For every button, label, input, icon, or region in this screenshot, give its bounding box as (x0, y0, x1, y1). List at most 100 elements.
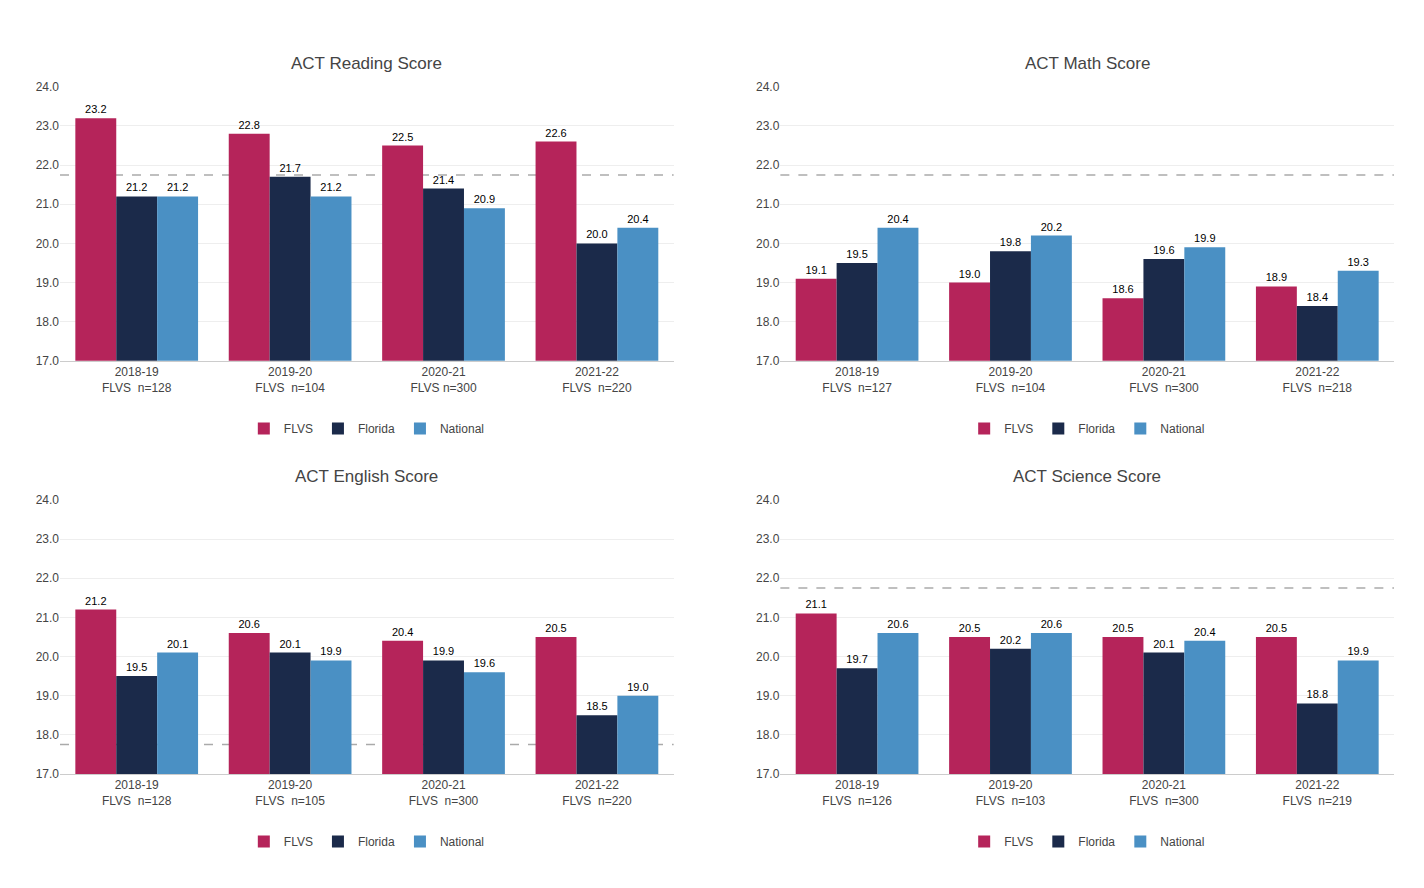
svg-text:22.5: 22.5 (392, 131, 413, 143)
svg-text:23.0: 23.0 (756, 532, 780, 546)
svg-text:19.9: 19.9 (433, 645, 454, 657)
svg-text:21.4: 21.4 (433, 174, 454, 186)
svg-text:20.6: 20.6 (238, 618, 259, 630)
svg-text:21.2: 21.2 (85, 595, 106, 607)
svg-text:18.0: 18.0 (36, 728, 60, 742)
svg-text:2018-19FLVS n=128: 2018-19FLVS n=128 (102, 365, 172, 395)
svg-text:22.0: 22.0 (756, 158, 780, 172)
svg-text:2019-20FLVS n=104: 2019-20FLVS n=104 (255, 365, 325, 395)
svg-text:19.0: 19.0 (627, 681, 648, 693)
svg-text:FLVS: FLVS (1004, 422, 1033, 436)
svg-text:National: National (1160, 835, 1204, 849)
svg-text:19.7: 19.7 (846, 653, 867, 665)
svg-text:19.8: 19.8 (1000, 236, 1021, 248)
svg-text:19.0: 19.0 (756, 689, 780, 703)
svg-text:18.0: 18.0 (756, 728, 780, 742)
svg-text:20.9: 20.9 (474, 193, 495, 205)
svg-text:2018-19FLVS n=126: 2018-19FLVS n=126 (822, 778, 892, 808)
svg-text:21.0: 21.0 (756, 611, 780, 625)
svg-text:2019-20FLVS n=104: 2019-20FLVS n=104 (976, 365, 1046, 395)
svg-text:19.0: 19.0 (36, 276, 60, 290)
svg-text:17.0: 17.0 (36, 354, 60, 368)
svg-text:20.0: 20.0 (756, 237, 780, 251)
svg-text:20.5: 20.5 (1112, 622, 1133, 634)
svg-text:2019-20FLVS n=103: 2019-20FLVS n=103 (976, 778, 1046, 808)
svg-text:Florida: Florida (1078, 835, 1115, 849)
svg-text:20.0: 20.0 (586, 228, 607, 240)
svg-text:23.0: 23.0 (36, 119, 60, 133)
svg-text:2020-21FLVS n=300: 2020-21FLVS n=300 (410, 365, 476, 395)
svg-text:Florida: Florida (358, 422, 395, 436)
svg-text:24.0: 24.0 (36, 493, 60, 507)
svg-text:2021-22FLVS n=218: 2021-22FLVS n=218 (1283, 365, 1353, 395)
svg-text:19.9: 19.9 (320, 645, 341, 657)
svg-text:21.7: 21.7 (279, 162, 300, 174)
svg-text:21.0: 21.0 (756, 197, 780, 211)
svg-text:22.0: 22.0 (756, 571, 780, 585)
svg-text:22.8: 22.8 (238, 119, 259, 131)
svg-text:19.3: 19.3 (1347, 256, 1368, 268)
svg-text:22.0: 22.0 (36, 158, 60, 172)
svg-text:Florida: Florida (1078, 422, 1115, 436)
svg-text:20.5: 20.5 (545, 622, 566, 634)
svg-text:FLVS: FLVS (284, 835, 313, 849)
svg-text:2019-20FLVS n=105: 2019-20FLVS n=105 (255, 778, 325, 808)
svg-text:2021-22FLVS n=220: 2021-22FLVS n=220 (562, 365, 632, 395)
svg-text:22.0: 22.0 (36, 571, 60, 585)
svg-text:National: National (440, 422, 484, 436)
svg-text:22.6: 22.6 (545, 127, 566, 139)
svg-text:FLVS: FLVS (284, 422, 313, 436)
svg-text:21.1: 21.1 (805, 598, 826, 610)
svg-text:20.6: 20.6 (887, 618, 908, 630)
svg-text:18.6: 18.6 (1112, 283, 1133, 295)
svg-text:2021-22FLVS n=220: 2021-22FLVS n=220 (562, 778, 632, 808)
svg-text:FLVS: FLVS (1004, 835, 1033, 849)
svg-text:19.1: 19.1 (805, 264, 826, 276)
svg-text:20.5: 20.5 (959, 622, 980, 634)
svg-text:20.0: 20.0 (36, 650, 60, 664)
svg-text:19.6: 19.6 (1153, 244, 1174, 256)
svg-text:24.0: 24.0 (756, 80, 780, 94)
svg-text:20.6: 20.6 (1041, 618, 1062, 630)
svg-text:Florida: Florida (358, 835, 395, 849)
svg-text:21.2: 21.2 (126, 181, 147, 193)
svg-text:2020-21FLVS n=300: 2020-21FLVS n=300 (409, 778, 479, 808)
svg-text:20.1: 20.1 (279, 638, 300, 650)
svg-text:18.0: 18.0 (756, 315, 780, 329)
svg-text:19.5: 19.5 (846, 248, 867, 260)
svg-text:24.0: 24.0 (36, 80, 60, 94)
svg-text:National: National (440, 835, 484, 849)
svg-text:19.9: 19.9 (1347, 645, 1368, 657)
svg-text:2021-22FLVS n=219: 2021-22FLVS n=219 (1283, 778, 1353, 808)
svg-text:20.5: 20.5 (1266, 622, 1287, 634)
svg-text:2020-21FLVS n=300: 2020-21FLVS n=300 (1129, 365, 1199, 395)
svg-text:18.9: 18.9 (1266, 271, 1287, 283)
svg-text:21.0: 21.0 (36, 197, 60, 211)
svg-text:17.0: 17.0 (36, 767, 60, 781)
svg-text:19.5: 19.5 (126, 661, 147, 673)
svg-text:20.4: 20.4 (887, 213, 908, 225)
svg-text:ACT Math Score: ACT Math Score (1025, 54, 1150, 73)
svg-text:17.0: 17.0 (756, 767, 780, 781)
svg-text:2020-21FLVS n=300: 2020-21FLVS n=300 (1129, 778, 1199, 808)
svg-text:19.0: 19.0 (36, 689, 60, 703)
svg-text:20.4: 20.4 (392, 626, 413, 638)
svg-text:2018-19FLVS n=127: 2018-19FLVS n=127 (822, 365, 892, 395)
svg-text:19.0: 19.0 (959, 268, 980, 280)
svg-text:19.6: 19.6 (474, 657, 495, 669)
svg-text:18.4: 18.4 (1307, 291, 1328, 303)
svg-text:21.2: 21.2 (167, 181, 188, 193)
svg-text:2018-19FLVS n=128: 2018-19FLVS n=128 (102, 778, 172, 808)
svg-text:National: National (1160, 422, 1204, 436)
svg-text:23.0: 23.0 (756, 119, 780, 133)
svg-text:24.0: 24.0 (756, 493, 780, 507)
svg-text:20.1: 20.1 (167, 638, 188, 650)
svg-text:ACT English Score: ACT English Score (295, 467, 438, 486)
svg-text:20.2: 20.2 (1000, 634, 1021, 646)
svg-text:21.0: 21.0 (36, 611, 60, 625)
svg-text:20.1: 20.1 (1153, 638, 1174, 650)
svg-text:19.9: 19.9 (1194, 232, 1215, 244)
svg-text:18.0: 18.0 (36, 315, 60, 329)
svg-text:17.0: 17.0 (756, 354, 780, 368)
svg-text:18.8: 18.8 (1307, 688, 1328, 700)
